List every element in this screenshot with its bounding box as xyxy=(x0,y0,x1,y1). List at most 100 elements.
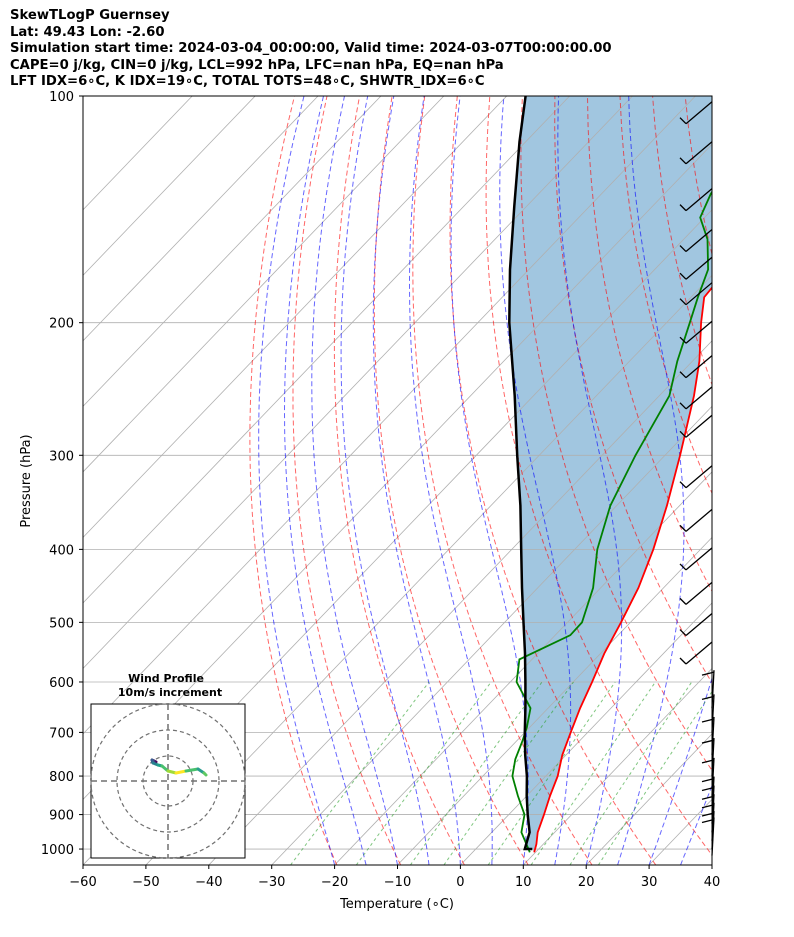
wind-barb xyxy=(685,613,713,637)
isotherm-gridline xyxy=(271,405,712,865)
hodograph-trace xyxy=(202,771,208,777)
simulation-time: Simulation start time: 2024-03-04_00:00:… xyxy=(10,41,612,57)
dry-adiabat xyxy=(554,96,712,684)
x-tick-label: 40 xyxy=(704,875,721,890)
y-tick-label: 300 xyxy=(49,449,74,464)
moist-adiabat xyxy=(711,863,712,865)
location-coordinates: Lat: 49.43 Lon: -2.60 xyxy=(10,24,165,40)
wind-barb-flag xyxy=(679,481,687,489)
wind-barb xyxy=(685,465,713,489)
y-tick-label: 200 xyxy=(49,317,74,332)
wind-barb-flag xyxy=(701,795,715,800)
y-tick-label: 1000 xyxy=(41,843,74,858)
isotherm-gridline xyxy=(83,96,445,473)
wind-barb xyxy=(685,414,713,438)
wind-barb-flag xyxy=(679,563,687,571)
moist-adiabat xyxy=(557,96,623,865)
wind-barb-flag xyxy=(679,336,687,344)
isotherm-gridline xyxy=(83,96,508,538)
dry-adiabat xyxy=(783,96,794,865)
x-tick-label: −50 xyxy=(132,875,159,890)
isotherm-gridline xyxy=(83,96,382,407)
wind-barb xyxy=(685,320,713,344)
isotherm-gridline xyxy=(397,536,712,865)
wind-barb-flag xyxy=(679,272,687,280)
mixing-ratio-line xyxy=(355,681,492,865)
mixing-ratio-line xyxy=(530,681,656,865)
dewpoint-profile-line xyxy=(511,190,712,853)
wind-barb xyxy=(711,716,715,755)
cape-cin-summary: CAPE=0 j/kg, CIN=0 j/kg, LCL=992 hPa, LF… xyxy=(10,57,504,73)
wind-barb-flag xyxy=(679,298,687,306)
isotherm-gridline xyxy=(83,96,696,735)
isotherm-gridline xyxy=(585,733,712,865)
x-axis-label: Temperature (∘C) xyxy=(339,897,454,912)
dry-adiabat xyxy=(249,96,338,865)
dry-adiabat xyxy=(485,96,712,856)
wind-barb xyxy=(711,738,715,777)
wind-barb xyxy=(685,355,713,379)
y-axis-label: Pressure (hPa) xyxy=(19,434,34,527)
moist-adiabat xyxy=(648,676,712,865)
wind-barb xyxy=(711,694,715,733)
y-tick-label: 700 xyxy=(49,726,74,741)
inset-title: Wind Profile xyxy=(128,672,204,685)
stability-indices: LFT IDX=6∘C, K IDX=19∘C, TOTAL TOTS=48∘C… xyxy=(10,74,485,90)
mixing-ratio-line xyxy=(290,681,430,865)
wind-barb xyxy=(685,641,713,665)
mixing-ratio-line xyxy=(409,681,543,865)
wind-barb xyxy=(685,141,713,165)
wind-barb-flag xyxy=(679,157,687,165)
wind-barb-flag xyxy=(679,204,687,212)
moist-adiabat xyxy=(258,96,336,865)
isotherm-gridline xyxy=(83,96,633,670)
wind-barb xyxy=(685,256,713,280)
wind-barb xyxy=(685,508,713,532)
x-tick-label: −30 xyxy=(258,875,285,890)
wind-barb-flag xyxy=(679,657,687,665)
wind-barb-flag xyxy=(679,629,687,636)
moist-adiabat xyxy=(311,96,398,865)
dry-adiabat xyxy=(587,96,712,593)
x-tick-label: 0 xyxy=(456,875,464,890)
wind-barb xyxy=(685,229,713,253)
cin-shaded-area xyxy=(509,96,712,853)
wind-barb xyxy=(685,581,713,605)
isotherm-gridline xyxy=(145,274,712,865)
wind-barb xyxy=(685,386,713,410)
wind-barb-flag xyxy=(679,430,687,438)
y-tick-label: 900 xyxy=(49,809,74,824)
mixing-ratio-line xyxy=(569,681,693,865)
x-tick-label: −20 xyxy=(321,875,348,890)
moist-adiabat xyxy=(617,96,685,865)
wind-barb xyxy=(685,547,713,571)
moist-adiabat xyxy=(409,96,493,865)
wind-barb xyxy=(711,757,715,796)
mixing-ratio-line xyxy=(597,690,712,865)
wind-barb xyxy=(711,776,715,815)
dry-adiabat xyxy=(718,96,794,865)
chart-title: SkewTLogP Guernsey xyxy=(10,8,170,23)
inset-subtitle: 10m/s increment xyxy=(118,686,222,699)
isotherm-gridline xyxy=(334,471,712,865)
mixing-ratio-line xyxy=(487,681,616,865)
wind-barb-flag xyxy=(701,671,715,676)
x-tick-label: −60 xyxy=(69,875,96,890)
hodograph-trace xyxy=(184,767,200,773)
moist-adiabat xyxy=(372,96,461,865)
isotherm-gridline xyxy=(83,96,319,342)
moist-adiabat xyxy=(499,96,572,865)
y-tick-label: 400 xyxy=(49,543,74,558)
wind-barb xyxy=(685,282,713,306)
x-tick-label: 10 xyxy=(515,875,532,890)
y-tick-label: 500 xyxy=(49,616,74,631)
wind-barb-flag xyxy=(679,371,687,379)
x-tick-label: −40 xyxy=(195,875,222,890)
isotherm-gridline xyxy=(460,602,712,865)
isotherm-gridline xyxy=(711,864,712,865)
chart-title-block: SkewTLogP Guernsey Lat: 49.43 Lon: -2.60… xyxy=(10,8,612,91)
wind-barb-flag xyxy=(679,597,687,605)
mixing-ratio-line xyxy=(443,681,574,865)
wind-barb-flag xyxy=(701,777,715,783)
moist-adiabat xyxy=(284,96,367,865)
